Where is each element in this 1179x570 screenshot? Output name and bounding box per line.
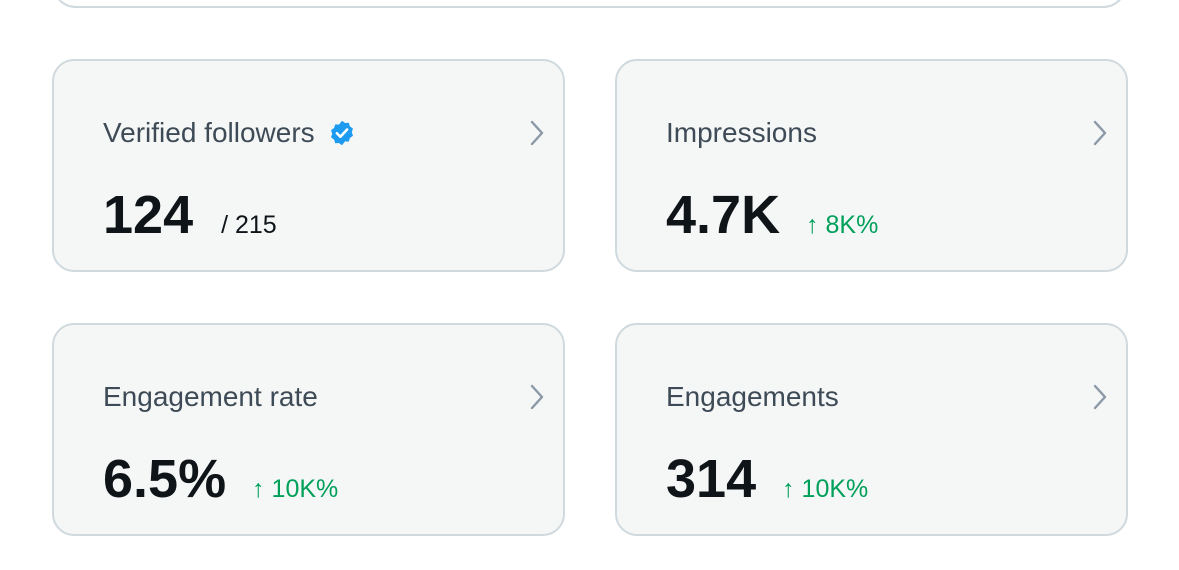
card-title: Engagement rate [103,380,318,414]
metric-value: 6.5% [103,449,227,509]
card-title-text: Impressions [666,117,817,148]
card-title: Engagements [666,380,839,414]
verified-badge [330,120,353,146]
metric-change: ↑ 10K% [782,475,869,503]
previous-card [52,0,1127,8]
metric-row: 314 ↑ 10K% [666,449,868,509]
chevron-right [530,120,544,146]
metric-value: 314 [666,449,757,509]
metric-change: ↑ 10K% [252,475,339,503]
card-title-text: Engagement rate [103,381,318,412]
metric-row: 124 / 215 [103,185,277,245]
card-title: Impressions [666,116,817,150]
metric-row: 6.5% ↑ 10K% [103,449,338,509]
metric-value: 124 [103,185,194,245]
chevron-right [1093,120,1107,146]
metric-value: 4.7K [666,185,781,245]
card-title-text: Verified followers [103,117,315,148]
stat-card[interactable]: Engagements 314 ↑ 10K% [615,323,1128,536]
metric-row: 4.7K ↑ 8K% [666,185,878,245]
metric-change: ↑ 8K% [806,211,879,239]
stat-card[interactable]: Verified followers 124 / 215 [52,59,565,272]
stat-card[interactable]: Impressions 4.7K ↑ 8K% [615,59,1128,272]
metric-total: / 215 [221,211,277,239]
card-title: Verified followers [103,116,356,150]
stat-card[interactable]: Engagement rate 6.5% ↑ 10K% [52,323,565,536]
chevron-right [1093,384,1107,410]
card-title-text: Engagements [666,381,839,412]
chevron-right [530,384,544,410]
